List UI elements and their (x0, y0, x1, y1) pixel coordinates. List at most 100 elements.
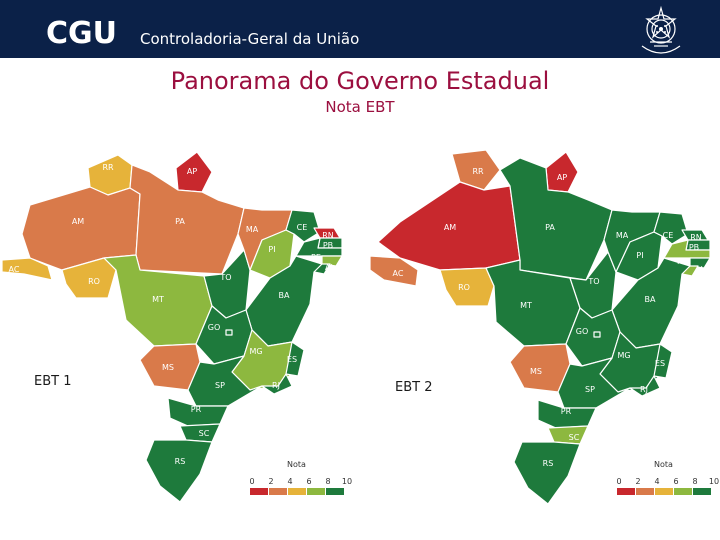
state-label-rj: RJ (640, 385, 648, 394)
state-label-sp: SP (585, 385, 595, 394)
state-es (653, 343, 673, 379)
state-label-al: AL (325, 263, 335, 272)
state-label-pr: PR (561, 407, 572, 416)
state-label-rr: RR (472, 167, 484, 176)
legend-tick: 4 (654, 477, 660, 486)
state-label-am: AM (72, 217, 84, 226)
state-label-ms: MS (162, 363, 174, 372)
state-label-pi: PI (636, 251, 643, 260)
state-ap (545, 151, 579, 193)
state-label-mg: MG (617, 351, 630, 360)
state-rr (451, 149, 501, 191)
state-label-pe: PE (311, 253, 321, 262)
state-label-ac: AC (9, 265, 20, 274)
state-label-sc: SC (199, 429, 210, 438)
legend-tick: 2 (268, 477, 274, 486)
state-label-ac: AC (393, 269, 404, 278)
state-ac (369, 255, 419, 287)
state-label-pb: PB (323, 241, 333, 250)
state-label-se: SE (317, 273, 327, 282)
coat-of-arms-icon (641, 5, 681, 54)
state-label-to: TO (587, 277, 599, 286)
state-label-ro: RO (88, 277, 100, 286)
legend-color-bar (617, 488, 712, 495)
cgu-logo: CGU (46, 16, 118, 51)
state-rs (513, 441, 581, 505)
legend-tick: 4 (287, 477, 293, 486)
state-ac (1, 257, 53, 281)
legend-tick: 8 (692, 477, 698, 486)
state-label-rs: RS (543, 459, 554, 468)
legend-swatch-green (693, 488, 711, 495)
legend-swatch-lightgreen (307, 488, 325, 495)
legend-color-bar (250, 488, 345, 495)
legend-tick: 0 (249, 477, 255, 486)
state-label-mt: MT (520, 301, 532, 310)
legend-title: Nota (287, 460, 306, 469)
map-label-ebt2: EBT 2 (395, 380, 433, 395)
state-label-pa: PA (545, 223, 555, 232)
legend-swatch-green (326, 488, 344, 495)
legend-swatch-yellow (288, 488, 306, 495)
map-label-ebt1: EBT 1 (34, 374, 72, 389)
state-label-ba: BA (279, 291, 290, 300)
state-label-ma: MA (616, 231, 629, 240)
page-subtitle: Nota EBT (325, 98, 395, 116)
state-label-go: GO (576, 327, 589, 336)
state-label-ce: CE (297, 223, 308, 232)
state-label-rn: RN (690, 233, 702, 242)
legend-tick: 10 (708, 477, 720, 486)
header-bar: CGU Controladoria-Geral da União (0, 0, 720, 58)
state-label-rs: RS (175, 457, 186, 466)
state-label-rr: RR (102, 163, 114, 172)
legend-swatch-yellow (655, 488, 673, 495)
state-label-am: AM (444, 223, 456, 232)
legend-tick: 8 (325, 477, 331, 486)
state-label-pb: PB (689, 243, 699, 252)
state-label-mt: MT (152, 295, 164, 304)
state-label-al: AL (695, 265, 705, 274)
legend-tick: 2 (635, 477, 641, 486)
state-rs (145, 439, 213, 503)
state-label-se: SE (685, 275, 695, 284)
state-label-go: GO (208, 323, 221, 332)
state-label-sc: SC (569, 433, 580, 442)
state-df (593, 331, 601, 338)
state-label-ce: CE (663, 231, 674, 240)
state-label-sp: SP (215, 381, 225, 390)
state-rj (261, 373, 293, 395)
state-label-ma: MA (246, 225, 259, 234)
legend-swatch-orange (636, 488, 654, 495)
state-label-rj: RJ (272, 381, 280, 390)
legend-swatch-red (617, 488, 635, 495)
state-label-rn: RN (322, 231, 334, 240)
legend-tick: 6 (673, 477, 679, 486)
state-label-ro: RO (458, 283, 470, 292)
state-df (225, 329, 233, 336)
state-label-es: ES (287, 355, 297, 364)
state-label-ba: BA (645, 295, 656, 304)
state-label-mg: MG (249, 347, 262, 356)
state-label-pa: PA (175, 217, 185, 226)
legend-ticks: 0 2 4 6 8 10 (614, 477, 720, 487)
map-ebt1: RR AP AM PA AC RO MT TO MA PI CE RN PB P… (1, 151, 343, 503)
state-label-pr: PR (191, 405, 202, 414)
state-label-ap: AP (557, 173, 567, 182)
legend-tick: 6 (306, 477, 312, 486)
state-label-es: ES (655, 359, 665, 368)
state-label-pe: PE (677, 257, 687, 266)
legend-tick: 0 (616, 477, 622, 486)
state-label-pi: PI (268, 245, 275, 254)
state-label-ap: AP (187, 167, 197, 176)
legend-swatch-lightgreen (674, 488, 692, 495)
state-ap (175, 151, 213, 193)
org-name: Controladoria-Geral da União (140, 30, 360, 48)
map-ebt2: RR AP AM PA AC RO MT TO MA PI CE RN PB P… (369, 149, 711, 505)
legend-tick: 10 (341, 477, 353, 486)
state-label-ms: MS (530, 367, 542, 376)
legend-ticks: 0 2 4 6 8 10 (247, 477, 357, 487)
legend-swatch-red (250, 488, 268, 495)
state-es (285, 341, 305, 377)
page-title: Panorama do Governo Estadual (170, 67, 550, 95)
legend-swatch-orange (269, 488, 287, 495)
